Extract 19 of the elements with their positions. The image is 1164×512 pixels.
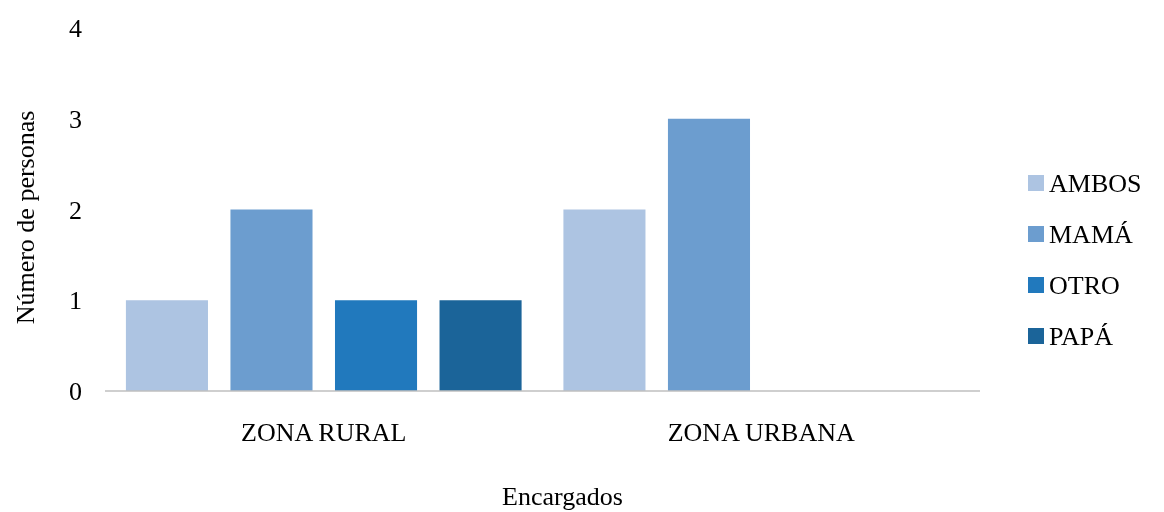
bar [563,209,646,391]
x-tick-label: ZONA RURAL [241,418,407,447]
x-tick-label: ZONA URBANA [667,418,855,447]
x-axis-title: Encargados [502,482,623,511]
bar [334,300,418,391]
y-tick-label: 3 [69,104,82,134]
y-axis-title: Número de personas [11,110,40,325]
y-tick-label: 4 [69,14,82,44]
y-tick-label: 2 [69,195,82,225]
legend-label: MAMÁ [1049,220,1134,250]
legend-label: PAPÁ [1049,322,1114,352]
y-tick-label: 1 [69,286,82,316]
bar [125,300,208,391]
legend-label: AMBOS [1049,169,1142,199]
bar [667,118,751,391]
y-tick-label: 0 [69,377,82,407]
bar [439,300,522,391]
legend-label: OTRO [1049,271,1120,301]
bar [230,209,313,391]
